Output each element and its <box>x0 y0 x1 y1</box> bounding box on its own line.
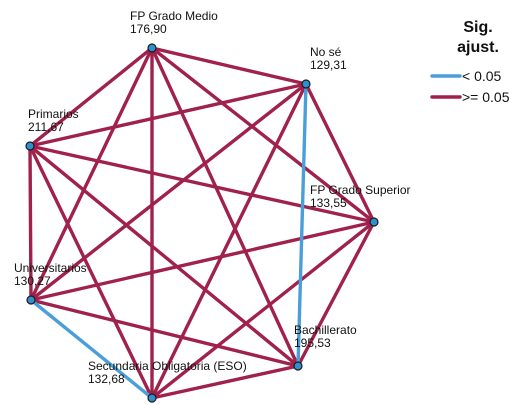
node-name-primarios: Primarios <box>28 107 79 121</box>
edge-primarios-universitarios <box>28 144 33 302</box>
edge-fp_medio-bachillerato <box>150 46 300 368</box>
edge-no_se-bachillerato <box>296 82 308 368</box>
edge-primarios-fp_superior <box>28 144 376 224</box>
node-universitarios <box>26 295 36 305</box>
legend-title-line2: ajust. <box>457 39 499 56</box>
legend: Sig. ajust. < 0.05 >= 0.05 <box>430 19 510 105</box>
node-name-fp_superior: FP Grado Superior <box>310 183 411 197</box>
edge-fp_medio-universitarios <box>29 46 154 302</box>
edge-fp_superior-universitarios <box>29 220 376 302</box>
edge-fp_medio-primarios <box>28 46 154 148</box>
node-value-no_se: 129,31 <box>310 58 347 72</box>
node-name-universitarios: Universitarios <box>14 261 87 275</box>
node-name-bachillerato: Bachillerato <box>294 323 357 337</box>
edge-bachillerato-eso <box>150 364 300 400</box>
node-name-fp_medio: FP Grado Medio <box>130 9 218 23</box>
node-eso <box>147 393 157 403</box>
node-value-fp_medio: 176,90 <box>130 22 167 36</box>
edge-fp_medio-no_se <box>150 46 308 86</box>
node-name-no_se: No sé <box>310 45 342 59</box>
edge-universitarios-eso <box>29 298 154 400</box>
edges-layer <box>28 46 376 400</box>
node-no_se <box>301 79 311 89</box>
edge-primarios-eso <box>28 144 154 400</box>
edge-no_se-fp_superior <box>304 82 376 224</box>
node-primarios <box>25 141 35 151</box>
node-fp_medio <box>147 43 157 53</box>
node-value-primarios: 211,67 <box>28 120 64 134</box>
node-value-fp_superior: 133,55 <box>310 196 347 210</box>
node-name-eso: Secundaria Obligatoria (ESO) <box>88 359 247 373</box>
edge-universitarios-bachillerato <box>29 298 300 368</box>
node-fp_superior <box>369 217 379 227</box>
node-value-eso: 132,68 <box>88 372 125 386</box>
nodes-layer <box>25 43 379 403</box>
edge-no_se-universitarios <box>29 82 308 302</box>
legend-label-significant: < 0.05 <box>462 68 502 84</box>
edge-fp_superior-bachillerato <box>296 220 376 368</box>
legend-title-line1: Sig. <box>463 19 492 36</box>
node-bachillerato <box>293 361 303 371</box>
edge-fp_superior-eso <box>150 220 376 400</box>
legend-label-not-significant: >= 0.05 <box>462 89 510 105</box>
edge-fp_medio-fp_superior <box>150 46 376 224</box>
node-value-bachillerato: 195,53 <box>294 336 331 350</box>
edge-no_se-eso <box>150 82 308 400</box>
node-value-universitarios: 130,27 <box>14 274 51 288</box>
edge-primarios-bachillerato <box>28 144 300 368</box>
edge-no_se-primarios <box>28 82 308 148</box>
